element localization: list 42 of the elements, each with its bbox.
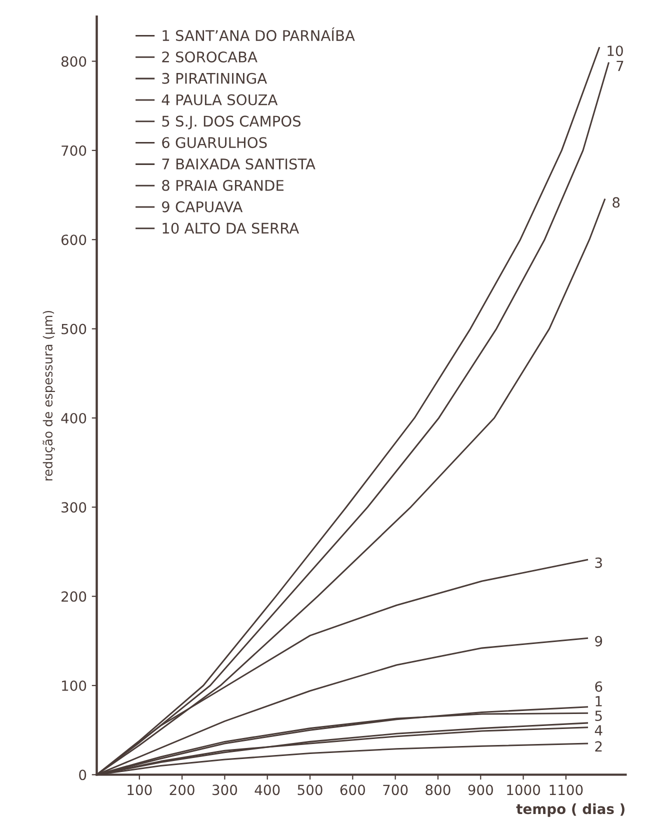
x-tick-label: 100 <box>128 784 152 796</box>
legend-label: 7 BAIXADA SANTISTA <box>162 158 316 170</box>
y-tick-label: 400 <box>61 412 86 424</box>
annotation: 7 <box>616 60 624 72</box>
legend-label: 8 PRAIA GRANDE <box>162 180 284 191</box>
annotation: 5 <box>595 710 602 722</box>
x-tick-label: 700 <box>383 784 408 796</box>
legend-label: 5 S.J. DOS CAMPOS <box>162 116 301 130</box>
y-tick-label: 500 <box>62 324 86 334</box>
annotation: 2 <box>595 741 602 752</box>
annotation: 9 <box>595 636 602 646</box>
x-tick-label: 1100 <box>550 784 583 796</box>
annotation: 1 <box>596 696 602 706</box>
x-axis-title: tempo ( dias ) <box>516 803 624 817</box>
legend-label: 3 PIRATININGA <box>162 72 267 84</box>
x-tick-label: 1000 <box>507 784 540 796</box>
y-tick-label: 800 <box>61 56 86 67</box>
x-tick-label: 600 <box>340 784 365 796</box>
legend-label: 4 PAULA SOUZA <box>162 94 278 106</box>
annotation: 6 <box>595 681 602 692</box>
y-tick-label: 0 <box>79 770 86 780</box>
annotation: 8 <box>612 197 620 208</box>
y-tick-label: 300 <box>62 502 86 513</box>
x-tick-label: 500 <box>298 784 322 796</box>
legend-label: 2 SOROCABA <box>162 51 258 62</box>
x-tick-label: 300 <box>212 784 238 796</box>
y-tick-label: 700 <box>62 145 86 156</box>
x-tick-label: 200 <box>170 784 194 796</box>
annotation: 3 <box>595 557 602 568</box>
y-axis-title: redução de espessura (μm) <box>42 310 55 480</box>
y-tick-label: 600 <box>61 234 86 246</box>
x-tick-label: 800 <box>426 784 450 796</box>
annotation: 4 <box>594 725 602 736</box>
legend-label: 6 GUARULHOS <box>162 137 267 148</box>
x-tick-label: 900 <box>468 784 493 796</box>
legend-label: 9 CAPUAVA <box>162 201 243 212</box>
legend-label: 1 SANT’ANA DO PARNAÍBA <box>162 27 355 42</box>
y-tick-label: 100 <box>62 680 86 691</box>
annotation: 10 <box>608 46 623 56</box>
legend-label: 10 ALTO DA SERRA <box>162 222 300 234</box>
y-tick-label: 200 <box>62 591 86 602</box>
x-tick-label: 400 <box>254 784 280 796</box>
